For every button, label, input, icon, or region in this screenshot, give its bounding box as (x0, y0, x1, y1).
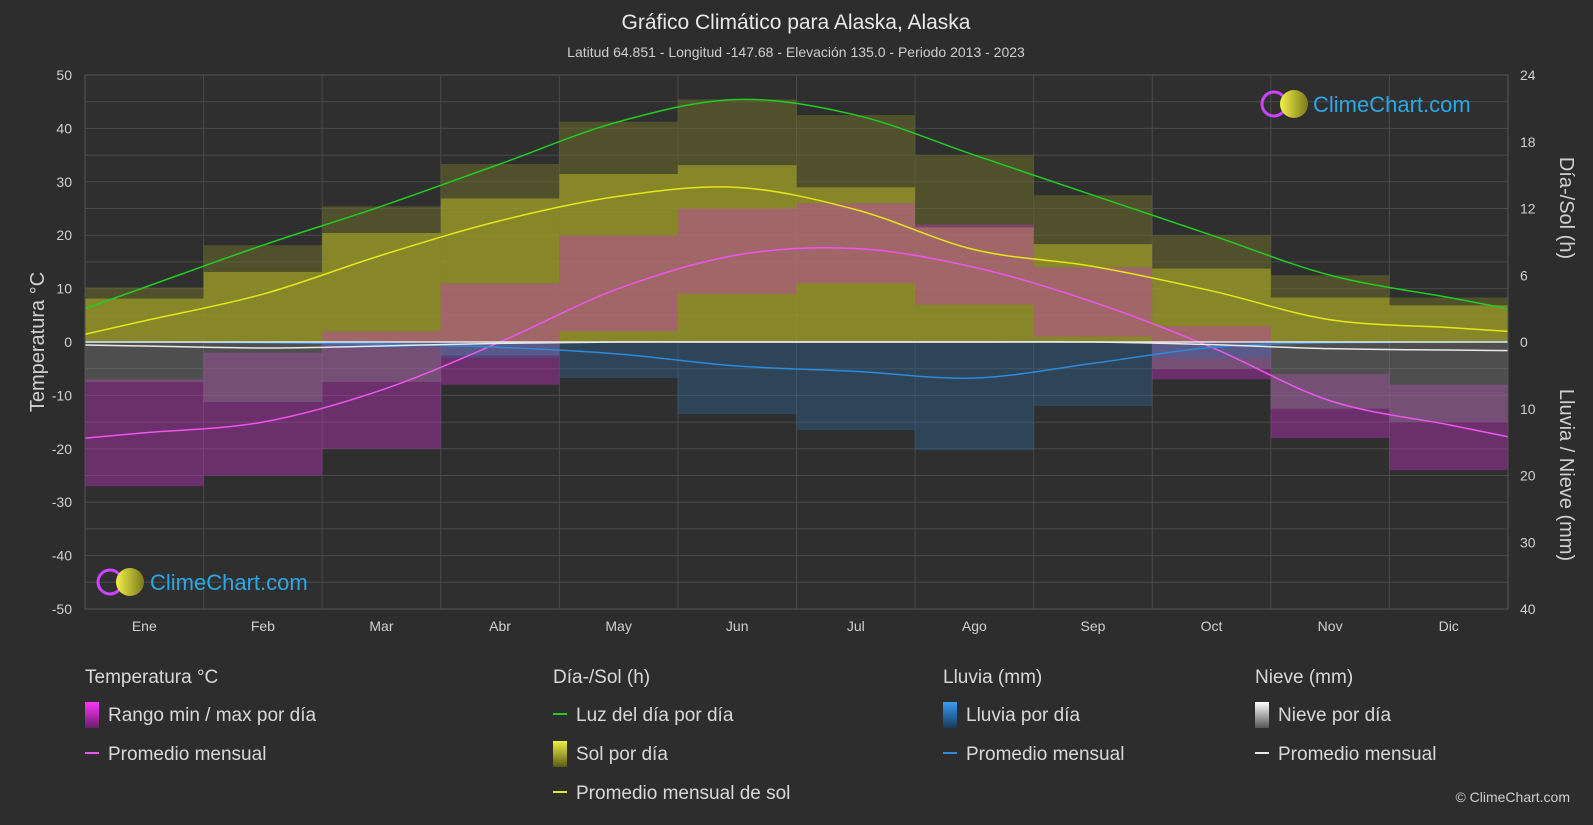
right-bottom-tick-label: 30 (1520, 534, 1536, 550)
legend-swatch-sun (553, 741, 567, 767)
snow-band (440, 342, 560, 356)
legend: Temperatura °C Rango min / max por día P… (85, 667, 1436, 804)
chart-subtitle: Latitud 64.851 - Longitud -147.68 - Elev… (567, 44, 1025, 60)
legend-label-rain: Lluvia por día (966, 705, 1081, 726)
rain-avg-line (84, 340, 1509, 379)
legend-label-sun: Sol por día (576, 744, 668, 765)
rain-band (677, 342, 797, 415)
sun-band (1152, 268, 1271, 342)
right-top-tick-label: 24 (1520, 67, 1536, 83)
left-tick-label: 10 (56, 281, 72, 297)
left-tick-label: 20 (56, 227, 72, 243)
sun-band (1389, 305, 1508, 342)
temp-range-band (796, 203, 916, 284)
left-tick-label: 30 (56, 174, 72, 190)
left-tick-label: -30 (52, 494, 72, 510)
month-tick-label: Sep (1080, 618, 1105, 634)
axis-ticks: 50 40 30 20 10 0 -10 -20 -30 -40 -50 24 18 12 6 0 10 20 30… (52, 67, 1536, 634)
snow-band (1270, 342, 1390, 409)
temp-range-band (1389, 384, 1508, 471)
left-tick-label: -20 (52, 441, 72, 457)
right-top-tick-label: 18 (1520, 134, 1536, 150)
logo-bottom: ClimeChart.com (96, 568, 308, 596)
left-tick-label: 0 (64, 334, 72, 350)
legend-label-snow-avg: Promedio mensual (1278, 744, 1436, 765)
month-tick-label: Dic (1439, 618, 1459, 634)
rain-band (1033, 342, 1153, 407)
temp-range-band (559, 235, 678, 332)
sun-band (796, 187, 916, 342)
legend-head-daylight: Día-/Sol (h) (553, 667, 650, 688)
left-tick-label: 40 (56, 120, 72, 136)
daylight-line (84, 98, 1509, 310)
logo-icon (96, 568, 144, 596)
month-tick-label: Ago (962, 618, 987, 634)
left-tick-label: -40 (52, 548, 72, 564)
right-top-tick-label: 6 (1520, 267, 1528, 283)
month-tick-label: Jul (847, 618, 865, 634)
right-top-axis-title: Día-/Sol (h) (1555, 157, 1577, 259)
sun-band (915, 227, 1034, 342)
sun-band (322, 232, 441, 342)
snow-band (85, 342, 204, 383)
right-bottom-axis-title: Lluvia / Nieve (mm) (1555, 389, 1577, 561)
logo-top: ClimeChart.com (1260, 90, 1471, 118)
left-tick-label: -10 (52, 387, 72, 403)
legend-label-temp-range: Rango min / max por día (108, 705, 316, 726)
right-bottom-tick-label: 10 (1520, 401, 1536, 417)
sun-band (677, 165, 797, 342)
month-tick-label: Jun (726, 618, 749, 634)
left-tick-label: -50 (52, 601, 72, 617)
sun-band (559, 174, 678, 342)
logo-text: ClimeChart.com (150, 570, 308, 595)
left-axis-title: Temperatura °C (27, 272, 49, 412)
legend-swatch-snow (1255, 702, 1269, 728)
legend-label-daylight: Luz del día por día (576, 705, 734, 726)
right-top-tick-label: 0 (1520, 334, 1528, 350)
legend-label-snow: Nieve por día (1278, 705, 1391, 726)
snow-band (1389, 342, 1508, 423)
legend-swatch-rain (943, 702, 957, 728)
right-bottom-tick-label: 20 (1520, 468, 1536, 484)
rain-band (796, 342, 916, 431)
legend-swatch-temp-range (85, 702, 99, 728)
legend-label-sun-avg: Promedio mensual de sol (576, 783, 790, 804)
right-bottom-tick-label: 40 (1520, 601, 1536, 617)
left-tick-label: 50 (56, 67, 72, 83)
chart-title: Gráfico Climático para Alaska, Alaska (622, 11, 971, 34)
legend-head-snow: Nieve (mm) (1255, 667, 1353, 688)
right-top-tick-label: 12 (1520, 201, 1536, 217)
sun-band (440, 198, 560, 342)
daily-bands (85, 99, 1508, 487)
logo-icon (1260, 90, 1308, 118)
temp-avg-line (84, 247, 1509, 439)
copyright: © ClimeChart.com (1455, 789, 1570, 805)
plot-border (84, 74, 1509, 610)
month-tick-label: Nov (1318, 618, 1343, 634)
sun-band (203, 271, 323, 342)
legend-head-temperature: Temperatura °C (85, 667, 218, 688)
month-tick-label: Feb (251, 618, 275, 634)
temp-range-band (440, 283, 560, 385)
logo-text: ClimeChart.com (1313, 92, 1471, 117)
rain-band (322, 342, 441, 349)
month-tick-label: Abr (489, 618, 511, 634)
snow-band (203, 342, 323, 403)
month-tick-label: Ene (132, 618, 157, 634)
legend-label-rain-avg: Promedio mensual (966, 744, 1124, 765)
sun-avg-line (84, 186, 1509, 335)
month-tick-label: May (605, 618, 631, 634)
rain-band (915, 342, 1034, 451)
temp-range-band (677, 208, 797, 294)
legend-label-temp-avg: Promedio mensual (108, 744, 266, 765)
rain-band (559, 342, 678, 379)
month-tick-label: Mar (369, 618, 393, 634)
month-tick-label: Oct (1201, 618, 1223, 634)
plot-area (84, 74, 1509, 610)
legend-head-rain: Lluvia (mm) (943, 667, 1042, 688)
